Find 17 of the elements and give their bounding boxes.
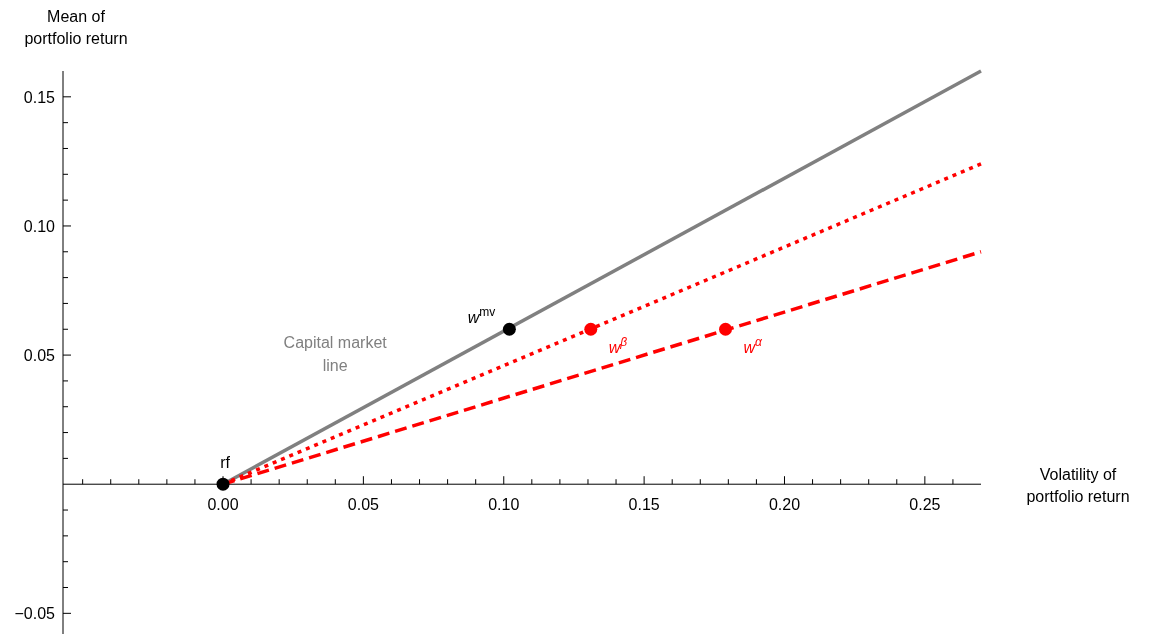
annotation: w$^{α}$ [743,335,764,357]
x-tick-label: 0.20 [768,496,801,514]
x-tick-label: 0.15 [628,496,660,514]
annotation: w$^{β}$ [608,335,628,357]
y-tick-label: −0.05 [14,605,56,623]
x-axis-title: Volatility of portfolio return [1026,466,1130,506]
series-label: Capital market line [283,334,388,375]
y-tick-label: 0.10 [23,217,56,235]
y-tick-label: 0.15 [23,88,56,106]
x-tick-label: 0.25 [909,496,941,514]
x-tick-label: 0.10 [488,496,520,514]
x-tick-label: 0.05 [347,496,380,514]
x-tick-label: 0.00 [207,496,239,514]
annotation: rf [220,454,231,472]
y-axis-title: Mean of portfolio return [24,8,128,47]
annotation: w$^{mv}$ [467,305,496,327]
y-tick-label: 0.05 [23,347,56,365]
